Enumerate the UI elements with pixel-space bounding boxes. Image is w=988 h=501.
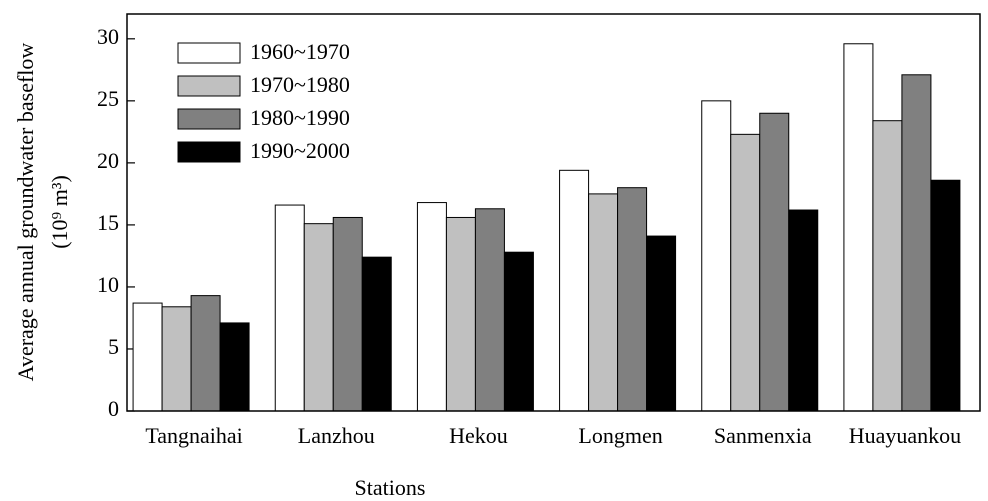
x-tick-label: Longmen [578,423,662,448]
bar [416,202,447,412]
y-tick-label: 30 [97,24,119,49]
x-tick-label: Huayuankou [849,423,961,448]
bar [701,100,732,412]
bar [190,295,221,412]
y-tick-label: 5 [108,334,119,359]
x-axis-label: Stations [355,475,426,500]
bar [332,216,363,412]
legend-swatch [177,42,241,64]
bar [843,43,874,412]
bar [788,209,819,412]
legend-swatch [177,141,241,163]
bar [361,256,392,412]
bar [588,193,619,412]
bar [930,179,961,412]
bar [503,251,534,412]
bar [474,208,505,412]
y-tick-label: 10 [97,272,119,297]
y-axis-label: Average annual groundwater baseflow [13,43,38,382]
bar [219,322,250,412]
bar [303,223,334,412]
bar [759,112,790,412]
y-axis-label: (10⁹ m³) [47,175,72,249]
bar [559,169,590,412]
bar [901,74,932,412]
bar [646,235,677,412]
y-tick-label: 0 [108,396,119,421]
bar [161,306,192,412]
y-tick-label: 15 [97,210,119,235]
x-tick-label: Tangnaihai [145,423,242,448]
legend-label: 1990~2000 [250,138,350,163]
x-tick-label: Hekou [449,423,508,448]
x-tick-label: Sanmenxia [714,423,812,448]
legend-swatch [177,108,241,130]
bar [274,204,305,412]
x-tick-label: Lanzhou [298,423,375,448]
y-tick-label: 20 [97,148,119,173]
y-tick-label: 25 [97,86,119,111]
bar [132,302,163,412]
legend-label: 1970~1980 [250,72,350,97]
bar [872,120,903,412]
legend-label: 1960~1970 [250,39,350,64]
plot-frame [126,13,981,412]
bar [730,133,761,412]
legend-label: 1980~1990 [250,105,350,130]
bar [445,216,476,412]
bar [617,187,648,412]
legend-swatch [177,75,241,97]
